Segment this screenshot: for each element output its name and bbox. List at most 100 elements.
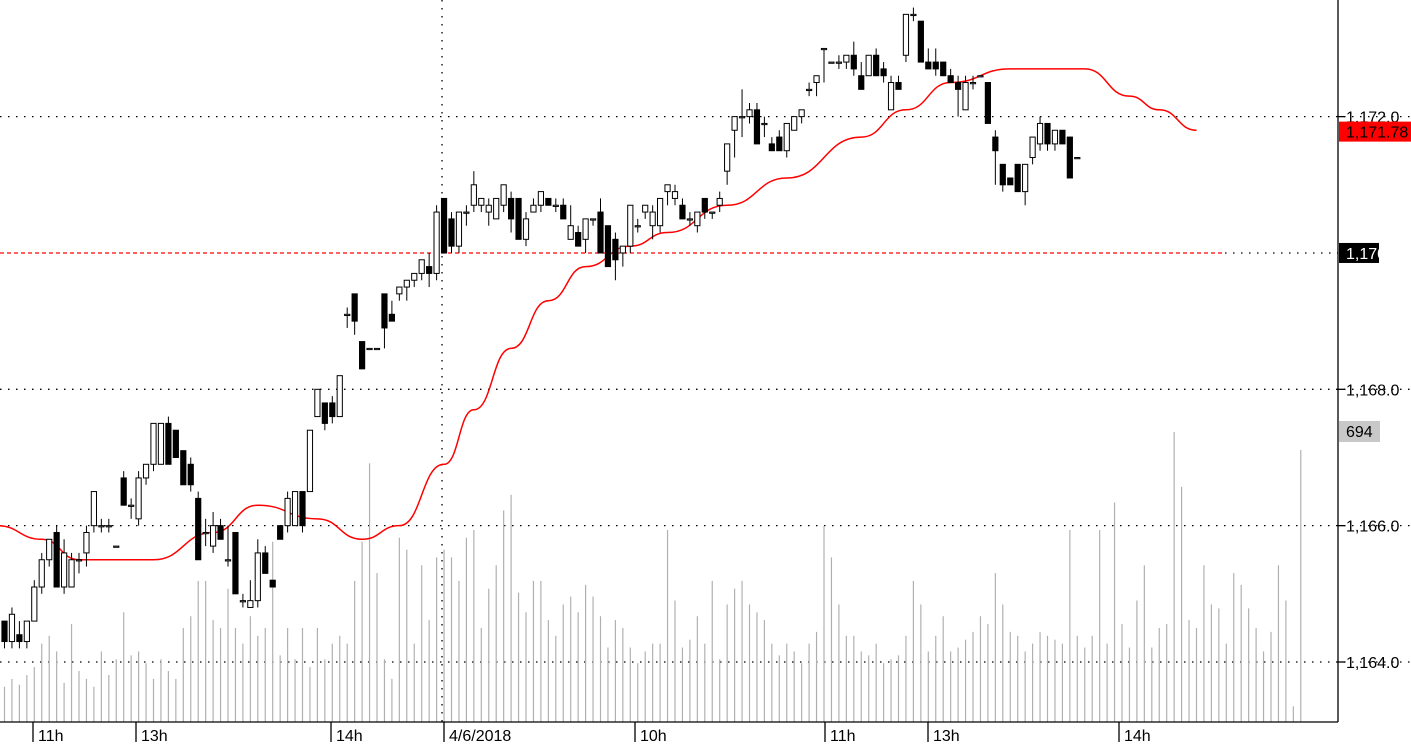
candle-body: [552, 204, 559, 207]
candle-body: [336, 375, 343, 418]
candle-body: [500, 184, 507, 206]
candle-body: [955, 82, 962, 90]
candle-body: [738, 116, 746, 119]
x-tick-label: 13h: [141, 728, 168, 745]
candle-body: [470, 184, 477, 206]
candle-body: [493, 197, 500, 220]
horizontal-gridlines: [0, 115, 1411, 663]
candle-body: [1044, 122, 1051, 145]
candle-body: [791, 116, 798, 131]
reference-price-label: 1,170: [1346, 246, 1386, 263]
candle-body: [165, 422, 172, 465]
candle-body: [23, 620, 30, 643]
candle-body: [478, 197, 485, 206]
candle-body: [664, 184, 671, 193]
candle-body: [306, 429, 314, 493]
candle-body: [999, 163, 1006, 186]
candle-body: [150, 422, 157, 465]
candle-body: [612, 238, 619, 261]
x-tick-label: 10h: [640, 728, 667, 745]
candle-body: [142, 463, 150, 479]
candle-body: [16, 634, 23, 643]
candle-body: [53, 531, 60, 588]
candle-body: [962, 82, 969, 111]
candle-body: [284, 497, 291, 527]
candle-body: [761, 122, 768, 126]
candle-body: [1059, 129, 1066, 145]
candle-body: [627, 204, 634, 247]
candle-body: [508, 197, 515, 220]
candle-body: [731, 116, 738, 131]
candle-body: [329, 402, 336, 418]
last-price-label: 1,171.78: [1346, 125, 1408, 142]
candle-body: [202, 531, 209, 535]
candlesticks: [1, 7, 1081, 649]
y-tick-label: 1,168.0: [1346, 382, 1399, 399]
candle-body: [344, 313, 351, 317]
volume-bars: [3, 432, 1302, 722]
candle-body: [806, 88, 813, 92]
candle-body: [597, 211, 604, 254]
candle-body: [359, 341, 366, 370]
candle-body: [530, 204, 537, 213]
x-tick-label: 14h: [1124, 728, 1151, 745]
candle-body: [1074, 157, 1081, 160]
moving-average-path: [0, 68, 1197, 561]
candle-body: [858, 75, 865, 90]
candle-body: [128, 504, 135, 507]
candle-body: [828, 61, 835, 64]
candle-body: [1066, 136, 1073, 179]
candle-body: [403, 279, 410, 288]
candle-body: [418, 259, 425, 274]
candle-body: [917, 20, 924, 63]
candle-body: [880, 68, 887, 77]
candle-body: [925, 61, 932, 70]
candle-body: [180, 450, 187, 486]
candle-body: [850, 54, 857, 70]
candle-body: [254, 552, 261, 602]
candle-body: [701, 197, 708, 213]
candle-body: [396, 286, 403, 295]
candle-body: [947, 75, 954, 84]
candle-body: [1036, 122, 1044, 145]
candle-body: [1007, 177, 1014, 186]
candle-body: [210, 525, 217, 547]
candle-body: [567, 225, 574, 240]
candle-body: [314, 388, 321, 418]
candle-body: [426, 266, 433, 274]
candle-body: [604, 225, 612, 268]
candle-body: [783, 122, 790, 152]
volume-badge: [1339, 421, 1380, 442]
candle-body: [634, 225, 641, 228]
last-price-badge: [1339, 121, 1411, 142]
candle-body: [232, 531, 239, 595]
x-tick-label: 11h: [38, 728, 64, 745]
price-badges: 1,171.78 1,170 694: [1339, 121, 1411, 442]
candle-body: [694, 211, 701, 227]
candle-body: [83, 531, 90, 554]
moving-average-line: [0, 68, 1197, 561]
y-axis-ticks: 1,172.01,168.01,166.01,164.0: [1338, 110, 1399, 672]
candle-body: [813, 75, 820, 84]
candle-body: [1029, 136, 1036, 159]
candle-body: [686, 218, 693, 221]
candle-body: [187, 463, 194, 486]
volume-label: 694: [1346, 424, 1373, 441]
candle-body: [887, 82, 895, 111]
candle-body: [969, 82, 977, 85]
candle-body: [485, 204, 492, 213]
candle-body: [463, 211, 470, 214]
candle-body: [619, 245, 626, 254]
candle-body: [277, 525, 284, 540]
candle-body: [90, 491, 98, 527]
candle-body: [515, 197, 522, 240]
candle-body: [1051, 129, 1059, 145]
candle-body: [31, 586, 38, 622]
axes: [0, 0, 1339, 723]
x-tick-label: 14h: [336, 728, 363, 745]
candle-body: [433, 211, 440, 274]
candle-body: [120, 477, 127, 506]
candle-body: [522, 218, 530, 240]
